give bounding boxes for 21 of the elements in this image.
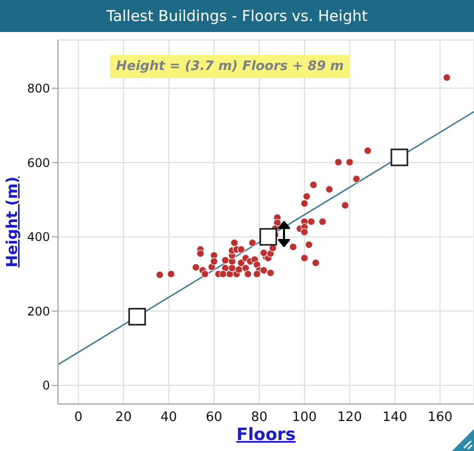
x-tick-label: 100 [292, 410, 317, 426]
chart-title: Tallest Buildings - Floors vs. Height [0, 0, 474, 32]
y-tick-label: 0 [42, 378, 50, 393]
x-tick-label: 60 [206, 410, 222, 426]
y-axis-title: Height (m) [3, 176, 22, 268]
x-tick-label: 40 [160, 410, 178, 426]
x-tick-label: 20 [115, 410, 132, 426]
y-tick-label: 200 [27, 304, 50, 318]
y-tick-label: 400 [27, 230, 50, 244]
x-tick-label: 80 [250, 410, 268, 426]
x-tick-label: 0 [74, 410, 82, 426]
x-tick-label: 140 [382, 410, 408, 426]
x-tick-label: 160 [428, 410, 452, 426]
annotation: Height = (3.7 m) Floors + 89 m [110, 55, 350, 78]
point [128, 308, 146, 326]
y-tick-label: 600 [27, 156, 50, 170]
point [390, 148, 408, 166]
y-tick-label: 800 [27, 82, 50, 96]
x-tick-label: 120 [337, 410, 362, 426]
x-axis-title: Floors [236, 425, 296, 445]
point [259, 228, 278, 246]
